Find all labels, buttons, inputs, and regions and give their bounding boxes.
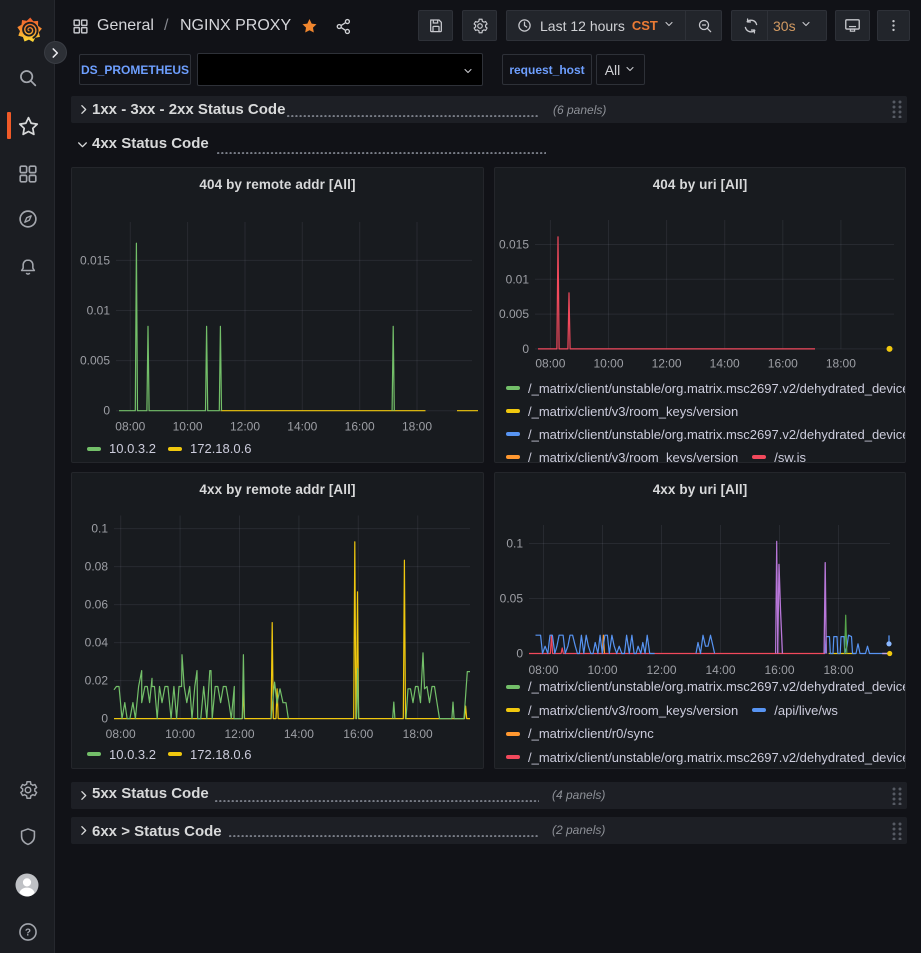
svg-text:0.1: 0.1 (506, 537, 523, 551)
svg-text:18:00: 18:00 (402, 420, 432, 434)
svg-text:?: ? (25, 928, 31, 939)
svg-text:0.005: 0.005 (80, 354, 110, 368)
svg-text:0.02: 0.02 (85, 674, 109, 688)
svg-text:0.05: 0.05 (500, 592, 524, 606)
svg-text:10:00: 10:00 (587, 663, 617, 677)
svg-text:18:00: 18:00 (403, 727, 433, 741)
svg-text:12:00: 12:00 (646, 663, 676, 677)
svg-text:0: 0 (101, 712, 108, 726)
svg-text:16:00: 16:00 (345, 420, 375, 434)
svg-text:08:00: 08:00 (528, 663, 558, 677)
svg-text:0.015: 0.015 (80, 253, 110, 267)
svg-text:08:00: 08:00 (106, 727, 136, 741)
svg-text:18:00: 18:00 (826, 357, 856, 371)
svg-text:0.08: 0.08 (85, 560, 109, 574)
svg-text:12:00: 12:00 (230, 420, 260, 434)
svg-text:16:00: 16:00 (343, 727, 373, 741)
svg-text:0.015: 0.015 (499, 238, 529, 252)
svg-text:16:00: 16:00 (764, 663, 794, 677)
svg-text:10:00: 10:00 (165, 727, 195, 741)
svg-text:0: 0 (103, 404, 110, 418)
svg-text:14:00: 14:00 (287, 420, 317, 434)
svg-text:14:00: 14:00 (710, 357, 740, 371)
svg-text:08:00: 08:00 (115, 420, 145, 434)
svg-text:0: 0 (516, 647, 523, 661)
svg-text:14:00: 14:00 (705, 663, 735, 677)
svg-text:14:00: 14:00 (284, 727, 314, 741)
svg-text:0.06: 0.06 (85, 598, 109, 612)
svg-text:12:00: 12:00 (652, 357, 682, 371)
svg-text:0: 0 (522, 342, 529, 356)
svg-text:10:00: 10:00 (173, 420, 203, 434)
svg-text:0.005: 0.005 (499, 307, 529, 321)
svg-text:0.01: 0.01 (87, 304, 111, 318)
svg-text:10:00: 10:00 (593, 357, 623, 371)
svg-text:12:00: 12:00 (224, 727, 254, 741)
svg-text:0.04: 0.04 (85, 636, 109, 650)
svg-text:08:00: 08:00 (535, 357, 565, 371)
svg-text:18:00: 18:00 (823, 663, 853, 677)
svg-text:16:00: 16:00 (768, 357, 798, 371)
svg-text:0.01: 0.01 (506, 272, 530, 286)
svg-text:0.1: 0.1 (91, 522, 108, 536)
